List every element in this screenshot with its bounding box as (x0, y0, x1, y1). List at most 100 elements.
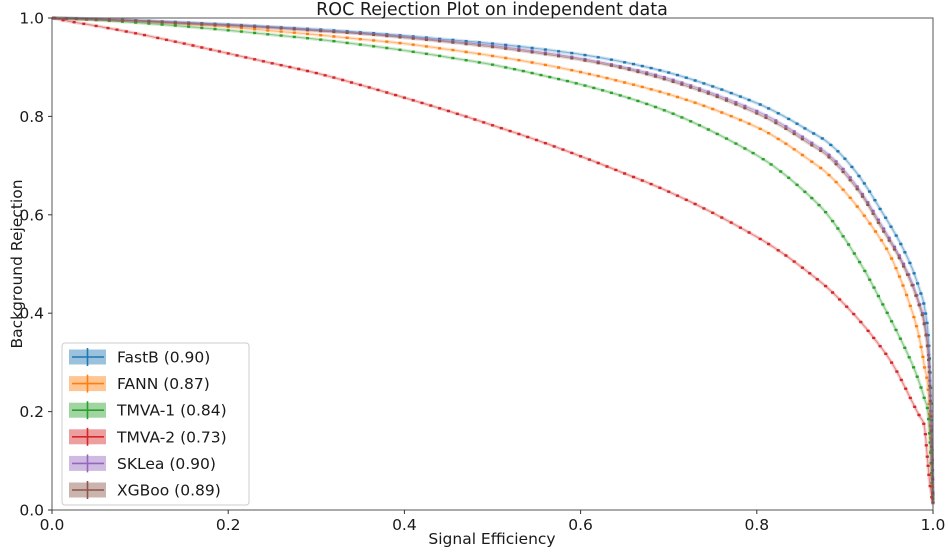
data-point-marker (226, 24, 230, 27)
data-point-marker (868, 222, 872, 225)
data-point-marker (927, 370, 931, 374)
data-point-marker (834, 160, 838, 163)
data-point-marker (82, 22, 86, 25)
data-point-marker (587, 72, 591, 76)
series-curve-XGBoo (51, 16, 935, 504)
data-point-marker (438, 107, 442, 110)
data-point-marker (784, 127, 788, 130)
data-point-marker (345, 41, 349, 45)
data-point-marker (596, 61, 600, 65)
axes-layer: 0.0 0.2 0.4 0.6 0.8 1.0 0.0 0.2 0.4 0.6 0.8 1.0 (19, 10, 945, 535)
data-point-marker (812, 132, 816, 135)
data-point-marker (239, 30, 243, 33)
data-point-marker (747, 98, 751, 102)
data-point-marker (671, 78, 675, 81)
data-point-marker (834, 180, 838, 184)
data-point-marker (857, 174, 861, 178)
data-point-marker (570, 57, 574, 60)
data-point-marker (895, 370, 899, 373)
data-point-marker (834, 163, 838, 166)
data-point-marker (504, 66, 508, 69)
data-point-marker (734, 101, 738, 104)
y-tick-label: 0.6 (19, 206, 44, 224)
data-point-marker (924, 334, 928, 337)
data-point-marker (871, 209, 875, 213)
data-point-marker (922, 422, 926, 425)
data-point-marker (724, 97, 729, 100)
data-point-marker (868, 190, 872, 193)
data-point-marker (675, 95, 680, 99)
data-point-marker (398, 36, 402, 39)
data-point-marker (477, 61, 481, 64)
data-point-marker (341, 78, 345, 82)
data-point-marker (464, 42, 468, 46)
data-point-marker (914, 294, 918, 297)
data-point-marker (345, 36, 349, 39)
data-point-marker (305, 69, 310, 73)
x-axis-label: Signal Efficiency (428, 530, 555, 548)
data-point-marker (84, 18, 89, 21)
data-point-marker (557, 66, 561, 69)
legend-item-TMVA-1: TMVA-1 (0.84) (69, 401, 227, 420)
data-point-marker (645, 102, 649, 106)
y-axis-label: Background Rejection (8, 179, 26, 348)
data-point-marker (912, 315, 916, 319)
data-point-marker (473, 118, 477, 121)
data-point-marker (587, 158, 591, 161)
data-point-marker (702, 82, 706, 85)
data-point-marker (908, 261, 912, 265)
data-point-marker (776, 249, 780, 252)
data-point-marker (743, 104, 747, 108)
data-point-marker (862, 214, 866, 217)
data-point-marker (827, 153, 831, 156)
data-point-marker (191, 44, 195, 47)
data-point-marker (767, 107, 771, 110)
data-point-marker (819, 166, 823, 170)
data-point-marker (927, 473, 931, 476)
data-point-marker (684, 98, 688, 101)
data-point-marker (858, 260, 862, 264)
data-point-marker (332, 76, 336, 79)
data-point-marker (385, 91, 389, 94)
data-point-marker (115, 28, 119, 31)
data-point-marker (925, 455, 929, 458)
data-point-marker (831, 219, 835, 223)
data-point-marker (173, 24, 177, 27)
data-point-marker (530, 46, 534, 50)
series-curve-TMVA-1 (51, 16, 935, 505)
data-point-marker (266, 29, 270, 32)
data-point-marker (557, 50, 561, 53)
data-point-marker (689, 84, 693, 87)
data-point-marker (882, 230, 886, 233)
data-point-marker (640, 64, 644, 68)
data-point-marker (758, 127, 762, 130)
data-point-marker (253, 25, 257, 28)
legend-item-SKLea: SKLea (0.90) (69, 454, 216, 473)
data-point-marker (675, 73, 680, 77)
data-point-marker (239, 24, 243, 28)
data-point-marker (928, 384, 932, 388)
data-point-marker (680, 83, 684, 86)
data-point-marker (601, 89, 605, 92)
data-point-marker (905, 293, 909, 297)
legend-label: TMVA-2 (0.73) (116, 428, 227, 446)
data-point-marker (920, 313, 924, 317)
data-point-marker (734, 103, 738, 106)
data-point-marker (871, 212, 875, 215)
data-point-marker (824, 284, 828, 288)
data-point-marker (779, 170, 783, 173)
legend-label: TMVA-1 (0.84) (116, 402, 227, 420)
data-point-marker (751, 151, 755, 155)
data-point-marker (552, 145, 556, 148)
data-point-marker (358, 43, 362, 46)
data-point-marker (244, 56, 248, 59)
data-point-marker (926, 388, 930, 391)
data-point-marker (926, 464, 930, 467)
data-point-marker (912, 272, 916, 275)
plot-frame (51, 17, 934, 511)
data-point-marker (769, 163, 773, 166)
data-point-marker (402, 96, 406, 99)
data-point-marker (729, 221, 733, 224)
data-point-marker (758, 237, 762, 241)
